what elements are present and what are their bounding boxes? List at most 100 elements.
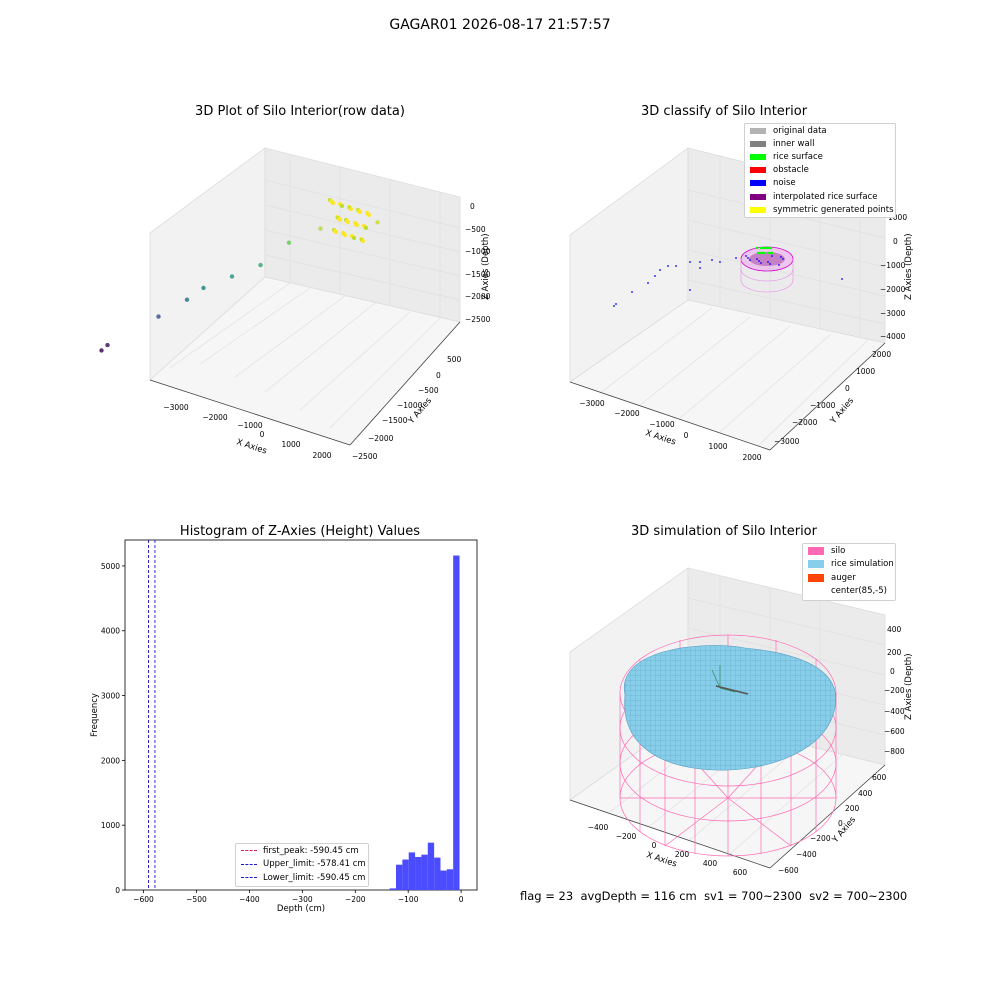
legend-label: rice simulation [831,559,894,570]
panel1-ytick: −500 [418,386,439,395]
panel4-ytick: 0 [838,819,843,828]
panel4-zlabel: Z Axies (Depth) [904,653,914,720]
panel2-noise-point [689,289,691,291]
panel1-point [355,223,359,227]
panel4-xtick: 0 [652,841,657,850]
x-tick-label: −200 [345,895,366,904]
panel2-rice-surface-point [766,251,770,255]
panel1-point [367,213,371,217]
panel2-rice-surface-point [765,246,769,250]
panel1-xtick: −2000 [202,413,228,422]
legend-label: rice surface [773,151,823,162]
panel1-point [352,236,356,240]
panel1-ztick: −500 [465,225,486,234]
panel2-noise-point [756,258,758,260]
panel1-point [99,348,104,353]
panel1-ytick: −2000 [368,434,394,443]
panel4-ytick: 600 [872,773,887,782]
panel1-point [334,230,338,234]
legend-line [241,850,257,852]
legend-label: noise [773,178,796,189]
panel2-ytick: −3000 [774,437,800,446]
panel2-y-ticks: 2000 1000 0 −1000 −2000 −3000 [774,350,891,446]
panel2-noise-point [699,261,701,263]
panel2-noise-point [745,255,747,257]
panel2-noise-point [758,260,760,262]
histogram-bar [453,555,460,890]
panel4-legend-item: silo [803,544,895,558]
panel1-xtick: −1000 [237,421,263,430]
panel4-auger [711,665,749,695]
panel1-ytick: −1500 [382,416,408,425]
panel2-title: 3D classify of Silo Interior [640,104,808,119]
panel1-point [331,201,335,205]
panel1-xtick: 1000 [281,440,300,449]
legend-line [241,863,257,865]
histogram-bar [402,859,409,890]
panel4-ztick: 200 [887,648,902,657]
panel2-legend-item: original data [745,124,895,137]
legend-label: Upper_limit: -578.41 cm [263,859,366,870]
panel1-xtick: −3000 [163,403,189,412]
panel4-y-ticks: 600 400 200 0 −200 −400 −600 [778,773,887,875]
panel2-rice-surface-point [762,251,766,255]
status-sv2: sv2 = 700~2300 [809,889,908,903]
panel4-ytick: 200 [845,804,860,813]
panel2-rice-surface-point [761,246,765,250]
panel4-ytick: 400 [858,789,873,798]
panel3-xlabel: Depth (cm) [277,904,325,914]
panel1-point [343,233,347,237]
legend-label: interpolated rice surface [773,191,878,202]
histogram-bar [389,888,397,890]
legend-swatch [750,206,766,213]
panel2-rice-surface-point [770,251,774,255]
legend-swatch [808,587,824,595]
panel3-ylabel: Frequency [90,693,100,737]
panel2-zlabel: Z Axies (Depth) [904,233,914,300]
panel2-legend-item: inner wall [745,137,895,150]
panel4-ztick: −600 [884,727,905,736]
legend-label: silo [831,545,846,556]
panel2-noise-point [841,278,843,280]
panel1-point [201,285,206,291]
status-line: flag = 23 avgDepth = 116 cm sv1 = 700~23… [520,889,907,903]
panel4-ylabel: Y Axies [830,815,858,846]
panel1-z-ticks: 0 −500 −1000 −1500 −2000 −2500 [465,202,491,324]
y-tick-label: 2000 [101,756,120,765]
panel2-ytick: −1000 [810,401,836,410]
panel1-point [337,217,341,221]
panel2-xtick: 2000 [742,453,761,462]
panel2-rice-surface-point [760,251,764,255]
panel3-plot-area [124,539,478,891]
panel4-ztick: 400 [887,625,902,634]
panel1-point [258,262,263,268]
panel3-legend-item: Lower_limit: -590.45 cm [236,871,368,885]
legend-swatch [750,153,766,160]
panel2-noise-point [735,257,737,259]
panel2-noise-point [780,256,782,258]
panel2-noise-point [767,261,769,263]
panel2-xtick: −3000 [579,399,605,408]
panel4-ytick: −400 [796,850,817,859]
panel2-xtick: 0 [684,431,689,440]
panel4-xtick: −400 [588,823,609,832]
panel2-noise-point [699,267,701,269]
histogram-bar [434,857,441,890]
panel2-ztick: 0 [893,237,898,246]
panel2-ztick: −2000 [880,285,906,294]
x-tick-label: −100 [398,895,419,904]
panel2-noise-point [654,275,656,277]
panel2-x-ticks: −3000 −2000 −1000 0 1000 2000 [579,399,761,462]
panel1-ztick: 0 [470,202,475,211]
panel2-legend-item: interpolated rice surface [745,190,895,203]
legend-swatch [808,573,824,582]
panel2-noise-point [778,264,780,266]
histogram-bar [396,864,403,890]
panel2-rice-surface-point [758,251,762,255]
panel4-xtick: 200 [675,850,690,859]
panel1-title: 3D Plot of Silo Interior(row data) [195,104,405,119]
panel2-rice-surface-point [763,246,767,250]
panel2-noise-point [719,261,721,263]
